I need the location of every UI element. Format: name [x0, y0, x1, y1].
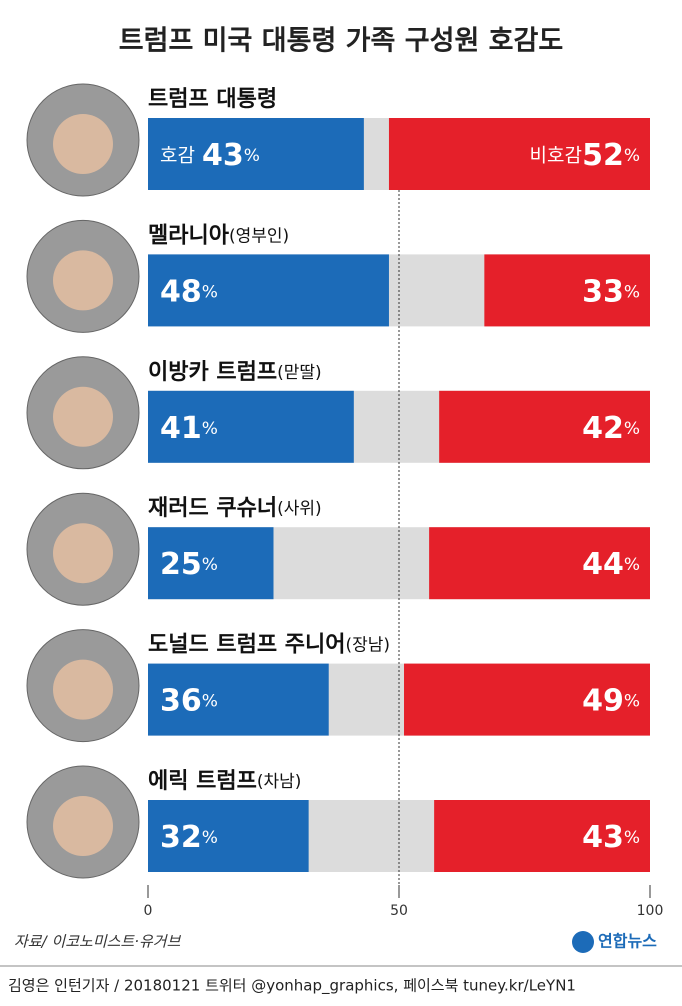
bar-unfavorable	[484, 254, 650, 327]
bar-favorable	[148, 118, 364, 190]
category-label: 도널드 트럼프 주니어(장남)	[148, 633, 390, 658]
bar-unfavorable	[429, 527, 650, 600]
portrait-face	[53, 386, 113, 447]
portrait-face	[53, 523, 113, 584]
value-label: 36%	[160, 683, 218, 718]
value-label: 33%	[582, 274, 640, 309]
value-label: 44%	[582, 547, 640, 582]
bar-unfavorable	[434, 800, 650, 872]
bar-favorable	[148, 390, 354, 463]
portrait-face	[53, 796, 113, 856]
category-label: 트럼프 대통령	[148, 87, 277, 112]
category-label: 이방카 트럼프(맏딸)	[148, 360, 322, 385]
portrait-face	[53, 250, 113, 311]
value-label: 32%	[160, 820, 218, 855]
bar-favorable	[148, 527, 274, 600]
portrait-face	[53, 114, 113, 174]
bar-favorable	[148, 663, 329, 736]
value-label: 52%	[582, 138, 640, 173]
value-label: 41%	[160, 410, 218, 445]
x-tick-label: 50	[390, 903, 408, 919]
legend-label: 비호감	[530, 145, 582, 167]
bar-unfavorable	[388, 118, 650, 190]
bar-unfavorable	[439, 390, 650, 463]
value-label: 42%	[582, 410, 640, 445]
value-label: 43%	[582, 820, 640, 855]
value-label: 25%	[160, 547, 218, 582]
value-label: 49%	[582, 683, 640, 718]
portrait-face	[53, 659, 113, 720]
legend-label: 호감	[160, 145, 195, 167]
logo: 연합뉴스	[598, 932, 657, 951]
category-label: 멜라니아(영부인)	[148, 223, 289, 248]
bar-favorable	[148, 800, 309, 872]
value-label: 43%	[202, 138, 260, 173]
footer: 김영은 인턴기자 / 20180121 트위터 @yonhap_graphics…	[8, 977, 576, 996]
x-tick-label: 0	[144, 903, 153, 919]
value-label: 48%	[160, 274, 218, 309]
source: 자료/ 이코노미스트·유거브	[14, 933, 182, 951]
bar-unfavorable	[404, 663, 650, 736]
chart-title: 트럼프 미국 대통령 가족 구성원 호감도	[119, 26, 563, 57]
category-label: 재러드 쿠슈너(사위)	[148, 496, 322, 521]
logo-icon	[572, 931, 594, 953]
x-tick-label: 100	[637, 903, 664, 919]
category-label: 에릭 트럼프(차남)	[148, 769, 301, 794]
bar-favorable	[148, 254, 389, 327]
